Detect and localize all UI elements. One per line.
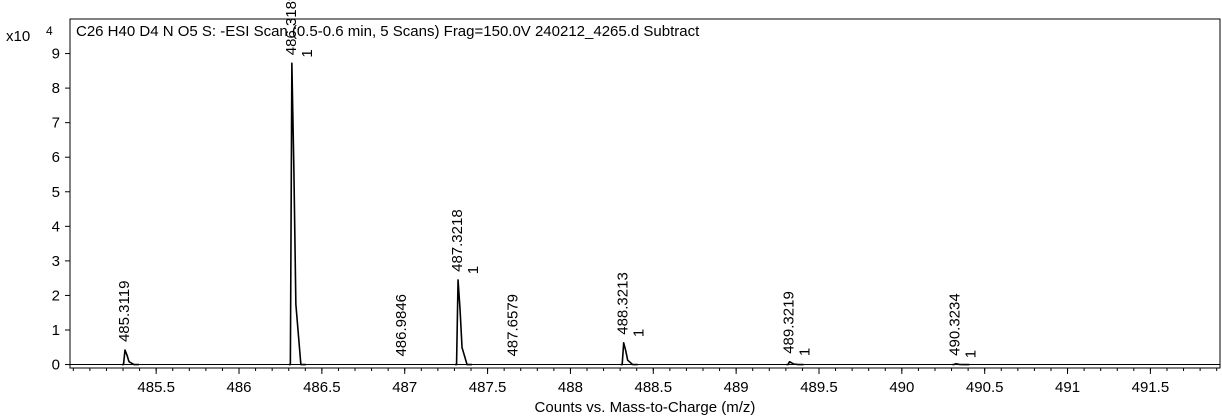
y-multiplier-label: x10 bbox=[6, 28, 30, 45]
x-tick-label: 491 bbox=[1055, 379, 1080, 396]
peak-profile bbox=[952, 363, 970, 366]
x-axis-label: Counts vs. Mass-to-Charge (m/z) bbox=[535, 399, 756, 416]
y-multiplier-exponent: 4 bbox=[46, 24, 53, 38]
axes-layer: 0 1 2 3 4 5 6 7 8 9 485.5 486 486.5 487 487.5 488 488.5 4… bbox=[52, 46, 1220, 396]
x-tick-label: 486 bbox=[227, 379, 252, 396]
x-tick-label: 488.5 bbox=[635, 379, 673, 396]
y-tick-label: 9 bbox=[52, 46, 60, 63]
x-tick-label: 490 bbox=[889, 379, 914, 396]
peak-mz-label: 489.3219 bbox=[780, 291, 797, 354]
y-tick-label: 7 bbox=[52, 115, 60, 132]
x-tick-label: 486.5 bbox=[303, 379, 341, 396]
x-tick-label: 491.5 bbox=[1132, 379, 1170, 396]
x-tick-label: 485.5 bbox=[137, 379, 175, 396]
chart-title: C26 H40 D4 N O5 S: -ESI Scan (0.5-0.6 mi… bbox=[76, 23, 700, 40]
peak-mz-label: 486.9846 bbox=[393, 294, 410, 357]
x-tick-label: 487.5 bbox=[469, 379, 507, 396]
x-tick-label: 489 bbox=[724, 379, 749, 396]
y-tick-label: 3 bbox=[52, 253, 60, 270]
y-tick-label: 1 bbox=[52, 322, 60, 339]
x-tick-label: 490.5 bbox=[966, 379, 1004, 396]
y-tick-label: 4 bbox=[52, 218, 60, 235]
peak-charge-label: 1 bbox=[465, 266, 482, 274]
peak-profile bbox=[121, 349, 139, 366]
peak-profile bbox=[455, 279, 473, 366]
y-tick-label: 6 bbox=[52, 149, 60, 166]
peak-mz-label: 486.3189 bbox=[283, 0, 300, 55]
peak-mz-label: 487.3218 bbox=[449, 209, 466, 272]
peak-profile bbox=[288, 62, 306, 366]
peak-mz-label: 487.6579 bbox=[505, 294, 522, 357]
peak-charge-label: 1 bbox=[962, 350, 979, 358]
peak-mz-label: 490.3234 bbox=[946, 293, 963, 356]
x-tick-label: 488 bbox=[558, 379, 583, 396]
y-tick-label: 2 bbox=[52, 287, 60, 304]
y-tick-label: 5 bbox=[52, 184, 60, 201]
peak-charge-label: 1 bbox=[299, 49, 316, 57]
plot-frame bbox=[69, 18, 1221, 369]
peak-charge-label: 1 bbox=[796, 348, 813, 356]
y-tick-label: 0 bbox=[52, 357, 60, 374]
x-tick-label: 487 bbox=[392, 379, 417, 396]
peak-mz-label: 485.3119 bbox=[116, 281, 133, 342]
peak-mz-label: 488.3213 bbox=[615, 272, 632, 335]
peaks-layer bbox=[121, 62, 970, 366]
peak-profile bbox=[786, 360, 804, 366]
peak-profile bbox=[620, 341, 638, 366]
y-tick-label: 8 bbox=[52, 80, 60, 97]
x-tick-label: 489.5 bbox=[800, 379, 838, 396]
peak-charge-label: 1 bbox=[631, 329, 648, 337]
